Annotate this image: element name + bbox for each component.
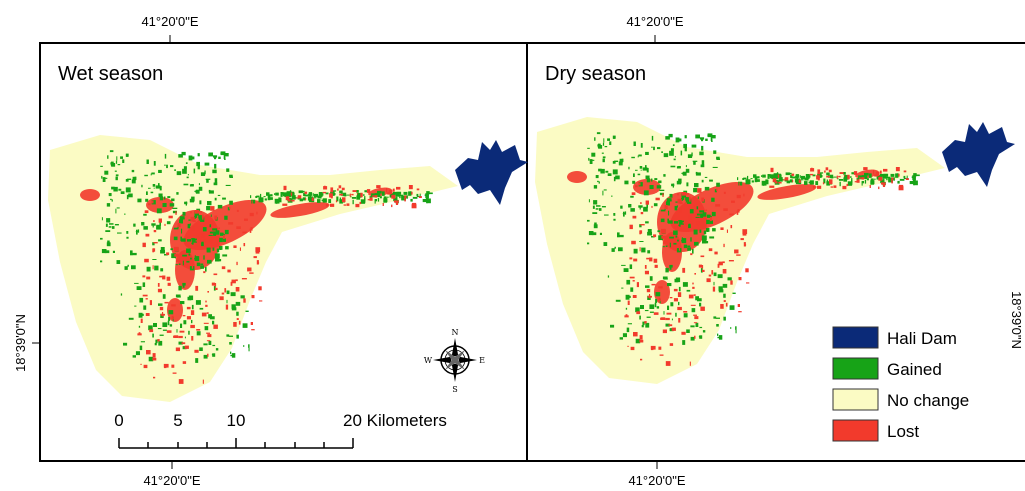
coord-label: 18°39'0"N (13, 314, 28, 372)
compass-label: W (424, 356, 433, 365)
legend-label: Lost (887, 422, 919, 441)
legend-label: Gained (887, 360, 942, 379)
scale-bar: 0 5 10 20 Kilometers (114, 411, 447, 449)
coord-label: 18°39'0"N (1009, 291, 1024, 349)
scale-label: 10 (227, 411, 246, 430)
coord-label: 41°20'0"E (141, 14, 198, 29)
legend: Hali Dam Gained No change Lost (832, 326, 969, 442)
coord-label: 41°20'0"E (626, 14, 683, 29)
scale-label: 20 Kilometers (343, 411, 447, 430)
compass-label: S (452, 385, 457, 394)
legend-swatch (832, 357, 879, 380)
panel-title: Wet season (58, 63, 163, 85)
legend-swatch (832, 326, 879, 349)
legend-label: Hali Dam (887, 329, 957, 348)
legend-label: No change (887, 391, 969, 410)
coord-label: 41°20'0"E (628, 473, 685, 488)
legend-swatch (832, 388, 879, 411)
scale-label: 5 (173, 411, 182, 430)
compass: N E S W (424, 328, 485, 394)
coord-label: 41°20'0"E (143, 473, 200, 488)
compass-label: E (479, 356, 485, 365)
legend-swatch (832, 419, 879, 442)
compass-label: N (452, 328, 459, 337)
scale-label: 0 (114, 411, 123, 430)
panel-title: Dry season (545, 63, 646, 85)
